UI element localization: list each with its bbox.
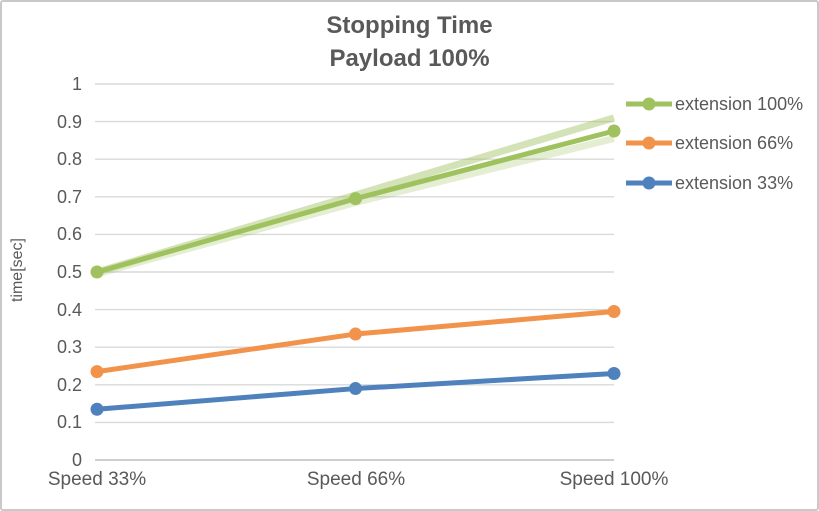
chart-title: Stopping Time Payload 100% — [2, 9, 817, 75]
y-tick-label: 0.2 — [56, 374, 82, 395]
data-point-extension-100-[interactable] — [90, 265, 104, 279]
y-tick-label: 0.8 — [56, 149, 82, 170]
legend-swatch-icon — [626, 97, 672, 111]
x-axis-label-speed-33: Speed 33% — [47, 469, 147, 490]
x-axis-label-speed-66: Speed 66% — [306, 469, 406, 490]
legend-label: extension 66% — [675, 132, 794, 153]
legend-label: extension 100% — [675, 93, 804, 114]
data-point-extension-33-[interactable] — [349, 382, 362, 396]
chart-title-line2: Payload 100% — [329, 45, 490, 72]
data-point-extension-100-[interactable] — [349, 192, 362, 206]
data-point-extension-33-[interactable] — [90, 402, 104, 416]
legend-swatch-icon — [626, 136, 672, 150]
y-tick-label: 1 — [71, 74, 82, 94]
y-tick-label: 0.6 — [56, 224, 82, 245]
y-tick-label: 0 — [71, 450, 82, 470]
data-point-extension-100-[interactable] — [607, 124, 621, 138]
legend-item-extension-66[interactable]: extension 66% — [625, 130, 793, 156]
data-point-extension-66-[interactable] — [349, 327, 362, 341]
data-point-extension-33-[interactable] — [607, 367, 621, 381]
data-point-extension-66-[interactable] — [90, 365, 104, 379]
series-line-extension-66-[interactable] — [94, 308, 617, 375]
y-tick-label: 0.7 — [56, 186, 82, 207]
data-point-extension-66-[interactable] — [607, 304, 621, 318]
y-tick-label: 0.9 — [56, 111, 82, 132]
x-axis-label-speed-100: Speed 100% — [559, 469, 669, 490]
y-tick-label: 0.1 — [56, 412, 82, 433]
y-axis-tick-labels: 0 0.1 0.2 0.3 0.4 0.5 0.6 0.7 0.8 0.9 1 — [2, 2, 82, 509]
chart-title-line1: Stopping Time — [326, 12, 493, 39]
y-tick-label: 0.3 — [56, 337, 82, 358]
y-tick-label: 0.4 — [56, 299, 82, 320]
y-tick-label: 0.5 — [56, 262, 82, 282]
legend-item-extension-33[interactable]: extension 33% — [625, 170, 793, 196]
legend-label: extension 33% — [675, 172, 794, 193]
legend-swatch-icon — [626, 176, 672, 190]
legend-item-extension-100[interactable]: extension 100% — [625, 91, 803, 117]
